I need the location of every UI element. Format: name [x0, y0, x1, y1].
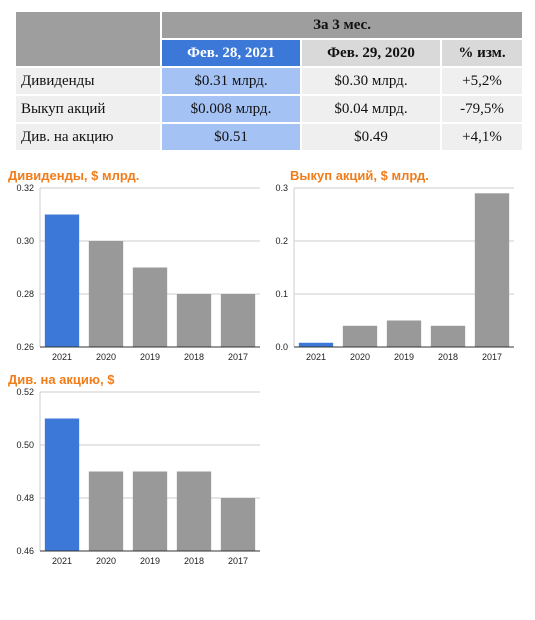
y-tick-label: 0.28	[16, 289, 34, 299]
bar-2019	[386, 320, 422, 347]
x-tick-label: 2018	[184, 556, 204, 566]
header-change: % изм.	[439, 38, 525, 68]
cell-current: $0.31 млрд.	[160, 66, 302, 96]
bar-2019	[132, 267, 168, 347]
cell-previous: $0.49	[300, 122, 442, 152]
header-current: Фев. 28, 2021	[160, 38, 302, 68]
corner-cell	[14, 10, 162, 68]
row-label: Дивиденды	[14, 66, 162, 96]
y-tick-label: 0.1	[275, 289, 288, 299]
y-tick-label: 0.32	[16, 183, 34, 193]
x-tick-label: 2021	[52, 352, 72, 362]
cell-change: -79,5%	[439, 94, 525, 124]
dividends-chart: Дивиденды, $ млрд. 0.26 0.28 0.30 0.32 2021 20…	[0, 164, 268, 364]
bar-2018	[430, 325, 466, 347]
summary-table: За 3 мес. Фев. 28, 2021 Фев. 29, 2020 % …	[14, 10, 525, 152]
bar-2017	[474, 193, 510, 347]
x-tick-label: 2017	[228, 352, 248, 362]
y-tick-label: 0.2	[275, 236, 288, 246]
bar-2020	[342, 325, 378, 347]
x-tick-label: 2017	[482, 352, 502, 362]
cell-current: $0.008 млрд.	[160, 94, 302, 124]
row-label: Див. на акцию	[14, 122, 162, 152]
bar-2021	[44, 418, 80, 551]
x-tick-label: 2021	[52, 556, 72, 566]
cell-change: +5,2%	[439, 66, 525, 96]
period-header: За 3 мес.	[159, 10, 525, 40]
row-label: Выкуп акций	[14, 94, 162, 124]
bar-2020	[88, 471, 124, 551]
x-tick-label: 2020	[96, 352, 116, 362]
x-tick-label: 2021	[306, 352, 326, 362]
y-tick-label: 0.26	[16, 342, 34, 352]
bar-2018	[176, 471, 212, 551]
period-header-row: За 3 мес.	[14, 10, 525, 68]
column-header-row: Фев. 28, 2021 Фев. 29, 2020 % изм.	[15, 38, 525, 68]
bar-2020	[88, 241, 124, 347]
cell-previous: $0.04 млрд.	[300, 94, 442, 124]
y-tick-label: 0.50	[16, 440, 34, 450]
x-tick-label: 2018	[184, 352, 204, 362]
bar-2019	[132, 471, 168, 551]
cell-current: $0.51	[160, 122, 302, 152]
dividend-per-share-chart: Див. на акцию, $ 0.46 0.48 0.50 0.52 2021 2020…	[0, 368, 268, 568]
x-tick-label: 2019	[140, 556, 160, 566]
bar-2021	[44, 214, 80, 347]
y-tick-label: 0.52	[16, 387, 34, 397]
x-tick-label: 2019	[394, 352, 414, 362]
x-tick-label: 2017	[228, 556, 248, 566]
y-tick-label: 0.30	[16, 236, 34, 246]
chart-title: Выкуп акций, $ млрд.	[290, 168, 429, 183]
x-tick-label: 2020	[350, 352, 370, 362]
header-previous: Фев. 29, 2020	[300, 38, 442, 68]
buyback-chart: Выкуп акций, $ млрд. 0.0 0.1 0.2 0.3 2021 2020…	[268, 164, 530, 364]
x-tick-label: 2019	[140, 352, 160, 362]
table-row: Див. на акцию $0.51 $0.49 +4,1%	[14, 122, 525, 152]
chart-title: Див. на акцию, $	[8, 372, 115, 387]
x-tick-label: 2020	[96, 556, 116, 566]
bar-2017	[220, 294, 256, 347]
bar-2017	[220, 498, 256, 551]
bar-2021	[298, 342, 334, 347]
table-row: Дивиденды $0.31 млрд. $0.30 млрд. +5,2%	[14, 66, 525, 96]
cell-previous: $0.30 млрд.	[300, 66, 442, 96]
bar-2018	[176, 294, 212, 347]
chart-title: Дивиденды, $ млрд.	[8, 168, 139, 183]
table-row: Выкуп акций $0.008 млрд. $0.04 млрд. -79…	[14, 94, 525, 124]
y-tick-label: 0.46	[16, 546, 34, 556]
cell-change: +4,1%	[439, 122, 525, 152]
y-tick-label: 0.0	[275, 342, 288, 352]
x-tick-label: 2018	[438, 352, 458, 362]
y-tick-label: 0.48	[16, 493, 34, 503]
y-tick-label: 0.3	[275, 183, 288, 193]
